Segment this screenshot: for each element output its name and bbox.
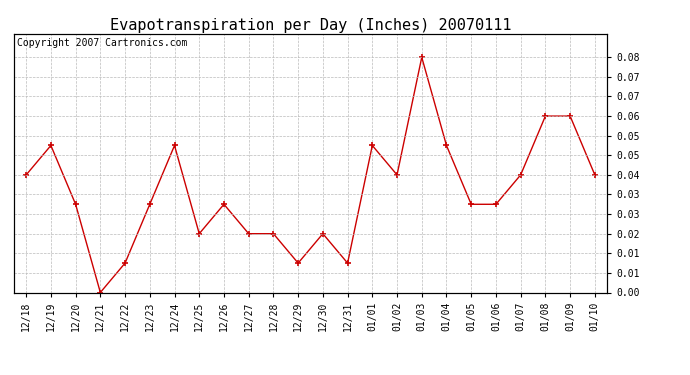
Title: Evapotranspiration per Day (Inches) 20070111: Evapotranspiration per Day (Inches) 2007…: [110, 18, 511, 33]
Text: Copyright 2007 Cartronics.com: Copyright 2007 Cartronics.com: [17, 38, 187, 48]
